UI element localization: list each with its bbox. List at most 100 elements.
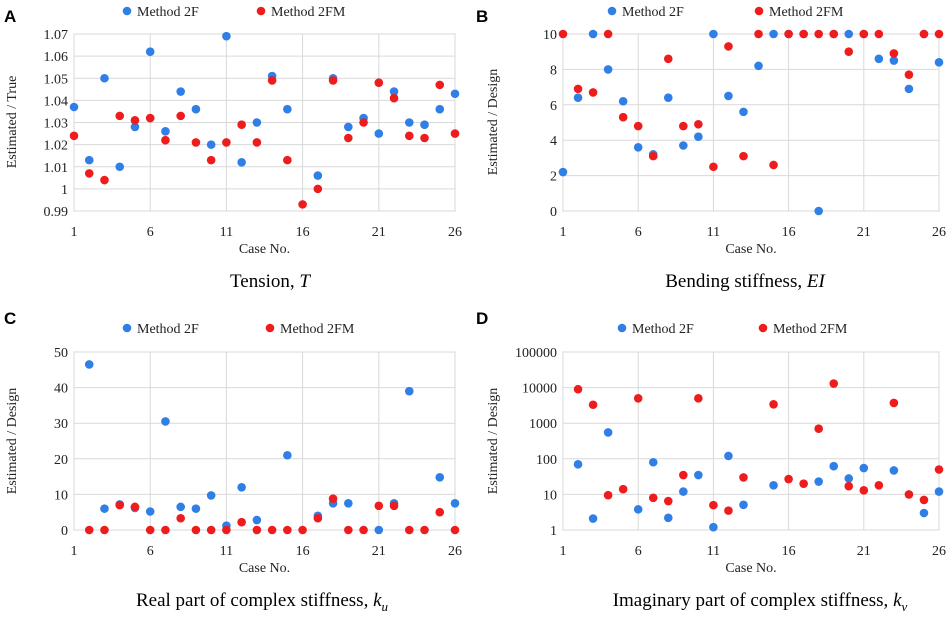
data-point	[252, 138, 262, 147]
data-point	[84, 525, 94, 535]
caption-text: Imaginary part of complex stiffness,	[613, 590, 893, 611]
data-point	[313, 171, 323, 180]
x-tick-label: 6	[147, 225, 154, 240]
data-point	[889, 466, 899, 475]
caption-subscript: v	[902, 599, 908, 614]
data-point	[889, 398, 899, 408]
panel-caption: Imaginary part of complex stiffness, kv	[613, 590, 908, 614]
data-point	[663, 54, 673, 64]
legend-label: Method 2FM	[271, 5, 346, 20]
data-point	[724, 91, 733, 101]
caption-variable: T	[299, 271, 311, 292]
caption-text: Tension,	[230, 271, 299, 292]
y-axis-title: Estimated / Design	[5, 388, 20, 495]
data-point	[814, 477, 823, 486]
series-method-2fm	[573, 379, 944, 515]
data-point	[814, 206, 823, 216]
data-point	[222, 138, 231, 147]
data-point	[283, 450, 292, 460]
data-point	[267, 76, 277, 85]
data-point	[724, 42, 733, 51]
caption-variable: k	[893, 590, 902, 611]
y-tick-label: 0	[61, 524, 68, 539]
data-point	[374, 501, 384, 511]
data-point	[176, 87, 185, 96]
data-point	[874, 54, 884, 64]
data-point	[100, 175, 109, 185]
x-tick-label: 21	[372, 225, 386, 240]
data-point	[799, 479, 808, 488]
series-method-2f	[69, 31, 460, 180]
y-tick-label: 4	[550, 134, 557, 149]
y-tick-label: 2	[550, 170, 557, 185]
data-point	[298, 200, 307, 209]
data-point	[404, 131, 414, 141]
panel-letter: A	[4, 7, 16, 26]
legend-marker	[754, 6, 764, 16]
data-point	[694, 132, 703, 141]
panel-letter: B	[476, 7, 488, 26]
data-point	[844, 47, 854, 56]
x-tick-label: 21	[857, 225, 871, 240]
data-point	[934, 29, 944, 39]
data-point	[754, 29, 763, 39]
data-point	[814, 424, 823, 434]
data-point	[359, 118, 368, 127]
data-point	[648, 493, 658, 503]
legend-marker	[617, 323, 627, 333]
y-tick-label: 30	[54, 417, 68, 432]
data-point	[934, 465, 944, 474]
data-point	[663, 496, 673, 506]
data-point	[435, 507, 445, 517]
x-tick-label: 6	[635, 544, 642, 559]
data-point	[161, 135, 170, 145]
y-tick-label: 20	[54, 453, 68, 468]
data-point	[829, 29, 839, 39]
data-point	[769, 399, 778, 409]
data-point	[648, 151, 658, 161]
data-point	[84, 155, 94, 165]
caption-subscript: u	[382, 599, 389, 614]
legend-marker	[256, 6, 266, 16]
data-point	[206, 155, 216, 165]
data-point	[874, 481, 884, 490]
y-tick-label: 10	[543, 488, 557, 503]
x-tick-label: 26	[932, 225, 946, 240]
data-point	[404, 386, 414, 396]
data-point	[558, 29, 568, 39]
data-point	[633, 505, 643, 514]
series-method-2f	[84, 360, 460, 535]
data-point	[603, 490, 613, 500]
data-point	[313, 184, 323, 194]
y-tick-label: 1000	[529, 417, 557, 432]
data-point	[313, 513, 323, 523]
y-tick-label: 40	[54, 382, 68, 397]
data-point	[115, 500, 125, 510]
data-point	[344, 525, 353, 535]
data-point	[359, 525, 368, 535]
x-tick-label: 21	[857, 544, 871, 559]
data-point	[283, 155, 292, 165]
data-point	[784, 474, 793, 484]
x-tick-label: 26	[448, 544, 462, 559]
y-axis-title: Estimated / True	[5, 76, 20, 169]
data-point	[222, 31, 231, 41]
data-point	[648, 457, 658, 467]
x-tick-label: 26	[448, 225, 462, 240]
series-method-2f	[573, 428, 944, 532]
x-axis-title: Case No.	[239, 561, 290, 576]
data-point	[100, 73, 109, 83]
data-point	[558, 167, 568, 177]
legend-marker	[607, 6, 617, 16]
data-point	[588, 400, 598, 410]
data-point	[934, 58, 944, 67]
data-point	[206, 140, 216, 149]
data-point	[633, 142, 643, 152]
data-point	[573, 93, 583, 103]
data-point	[859, 29, 869, 39]
series-method-2fm	[558, 29, 944, 172]
data-point	[100, 525, 109, 535]
legend-label: Method 2F	[137, 322, 199, 337]
x-tick-label: 11	[220, 544, 233, 559]
y-tick-label: 100	[536, 453, 557, 468]
